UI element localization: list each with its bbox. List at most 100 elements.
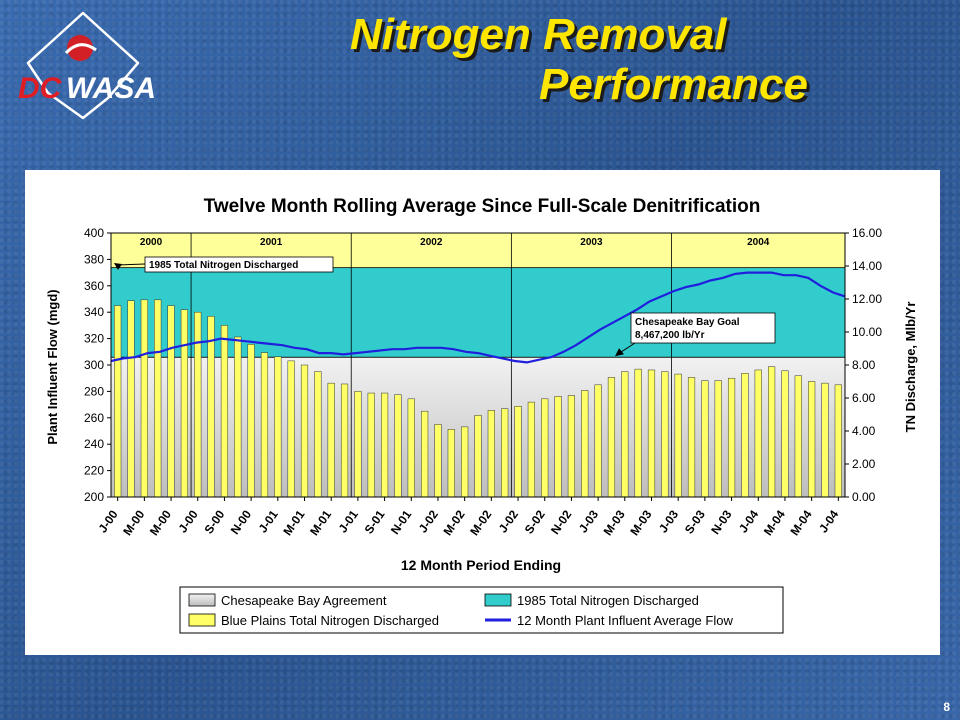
logo-text-dc: DC bbox=[18, 72, 63, 105]
y-tick-label-left: 360 bbox=[84, 279, 104, 293]
bar-blue-plains-tn bbox=[380, 392, 389, 498]
bar-blue-plains-tn bbox=[661, 371, 669, 498]
bar-blue-plains-tn bbox=[247, 344, 255, 498]
plot-area: 2000 2001 2002 2003 2004 200 220 240 260 280 300 32… bbox=[84, 226, 882, 538]
bar-blue-plains-tn bbox=[514, 406, 522, 498]
logo-emblem bbox=[67, 35, 93, 61]
bar-blue-plains-tn bbox=[207, 316, 215, 498]
annotation-arrowhead-1985 bbox=[114, 263, 122, 270]
bar-blue-plains-tn bbox=[474, 415, 482, 498]
legend-swatch-blue-plains bbox=[188, 613, 216, 627]
x-tick-label: J-00 bbox=[176, 507, 201, 535]
bar-blue-plains-tn bbox=[114, 305, 122, 498]
y-tick-label-left: 260 bbox=[84, 411, 104, 425]
bar-blue-plains-tn bbox=[541, 398, 549, 498]
bar-blue-plains-tn bbox=[340, 383, 349, 498]
nitrogen-chart: Twelve Month Rolling Average Since Full-… bbox=[45, 196, 918, 634]
annotation-1985-total-nitrogen: 1985 Total Nitrogen Discharged bbox=[149, 260, 298, 271]
bar-blue-plains-tn bbox=[781, 370, 789, 498]
x-tick-label: N-01 bbox=[388, 507, 415, 537]
y-tick-label-right: 12.00 bbox=[852, 292, 882, 306]
bar-blue-plains-tn bbox=[581, 390, 589, 498]
bar-blue-plains-tn bbox=[421, 410, 429, 498]
legend-label-1985: 1985 Total Nitrogen Discharged bbox=[517, 593, 699, 608]
chart-title: Twelve Month Rolling Average Since Full-… bbox=[204, 196, 761, 217]
legend-label-blue-plains: Blue Plains Total Nitrogen Discharged bbox=[221, 613, 439, 628]
bar-blue-plains-tn bbox=[754, 369, 762, 498]
bar-blue-plains-tn bbox=[434, 424, 442, 498]
bar-blue-plains-tn bbox=[300, 364, 309, 498]
bar-blue-plains-tn bbox=[821, 382, 829, 498]
x-tick-label: J-02 bbox=[416, 507, 441, 535]
x-tick-label: J-04 bbox=[736, 507, 761, 535]
bar-blue-plains-tn bbox=[554, 396, 562, 498]
bar-blue-plains-tn bbox=[287, 360, 295, 498]
x-tick-label: J-03 bbox=[656, 507, 681, 535]
bar-blue-plains-tn bbox=[167, 305, 175, 498]
chart-panel: Twelve Month Rolling Average Since Full-… bbox=[25, 170, 940, 655]
bar-blue-plains-tn bbox=[260, 352, 269, 498]
y-tick-label-left: 280 bbox=[84, 384, 104, 398]
x-tick-label: J-02 bbox=[496, 507, 521, 535]
bar-blue-plains-tn bbox=[634, 368, 642, 498]
bar-blue-plains-tn bbox=[220, 325, 229, 498]
slide-title: Nitrogen Removal Performance bbox=[330, 10, 820, 110]
bar-blue-plains-tn bbox=[367, 392, 375, 498]
y-tick-label-right: 10.00 bbox=[852, 325, 882, 339]
y-tick-label-right: 2.00 bbox=[852, 457, 876, 471]
x-tick-label: N-03 bbox=[708, 507, 735, 537]
bar-blue-plains-tn bbox=[714, 380, 722, 498]
bar-blue-plains-tn bbox=[180, 309, 188, 498]
y-tick-label-left: 340 bbox=[84, 305, 104, 319]
y-axis-title-left: Plant Influent Flow (mgd) bbox=[45, 289, 60, 444]
annotation-chesapeake-goal: Chesapeake Bay Goal bbox=[635, 317, 740, 328]
bar-blue-plains-tn bbox=[794, 375, 802, 498]
x-tick-label: M-02 bbox=[467, 507, 494, 538]
y-tick-label-left: 240 bbox=[84, 437, 104, 451]
year-label-2002: 2002 bbox=[420, 237, 443, 248]
year-label-2004: 2004 bbox=[747, 237, 770, 248]
slide-title-line-1: Nitrogen Removal bbox=[350, 10, 727, 59]
dcwasa-logo: DC WASA bbox=[18, 11, 156, 120]
x-tick-label: J-01 bbox=[336, 507, 361, 535]
bar-blue-plains-tn bbox=[154, 299, 162, 498]
annotation-arrow-1985 bbox=[116, 263, 146, 266]
bar-blue-plains-tn bbox=[501, 408, 509, 498]
bar-blue-plains-tn bbox=[768, 366, 776, 498]
bar-blue-plains-tn bbox=[594, 384, 602, 498]
slide-title-line-2: Performance bbox=[538, 60, 808, 109]
bar-blue-plains-tn bbox=[194, 311, 202, 498]
y-tick-label-right: 8.00 bbox=[852, 358, 876, 372]
bar-blue-plains-tn bbox=[354, 391, 362, 498]
x-tick-label: M-04 bbox=[788, 507, 815, 538]
y-tick-label-left: 200 bbox=[84, 490, 104, 504]
x-tick-label: J-03 bbox=[576, 507, 601, 535]
bar-blue-plains-tn bbox=[674, 373, 682, 498]
bar-blue-plains-tn bbox=[140, 299, 148, 498]
legend-swatch-1985 bbox=[484, 593, 512, 607]
bar-blue-plains-tn bbox=[834, 384, 842, 498]
y-tick-label-right: 6.00 bbox=[852, 391, 876, 405]
legend-swatch-chesapeake bbox=[188, 593, 216, 607]
x-tick-label: N-00 bbox=[228, 507, 255, 537]
legend-label-flow: 12 Month Plant Influent Average Flow bbox=[517, 613, 733, 628]
y-tick-label-right: 0.00 bbox=[852, 490, 876, 504]
legend: Chesapeake Bay Agreement 1985 Total Nitr… bbox=[179, 586, 784, 634]
bar-blue-plains-tn bbox=[607, 377, 616, 498]
page-number: 8 bbox=[943, 700, 950, 714]
y-tick-label-left: 380 bbox=[84, 252, 104, 266]
bar-blue-plains-tn bbox=[447, 429, 455, 498]
annotation-box-goal bbox=[630, 312, 776, 344]
bar-blue-plains-tn bbox=[567, 395, 576, 498]
bar-blue-plains-tn bbox=[808, 381, 816, 498]
year-label-2003: 2003 bbox=[580, 237, 603, 248]
x-tick-label: M-01 bbox=[307, 507, 334, 538]
annotation-arrowhead-goal bbox=[615, 348, 624, 357]
y-tick-label-right: 16.00 bbox=[852, 226, 882, 240]
bar-blue-plains-tn bbox=[701, 380, 709, 498]
annotation-chesapeake-goal-value: 8,467,200 lb/Yr bbox=[635, 330, 705, 341]
bar-blue-plains-tn bbox=[274, 356, 282, 498]
legend-label-chesapeake: Chesapeake Bay Agreement bbox=[221, 593, 387, 608]
x-tick-label: M-01 bbox=[280, 507, 307, 538]
y-axis-title-right: TN Discharge, Mlb/Yr bbox=[903, 302, 918, 433]
